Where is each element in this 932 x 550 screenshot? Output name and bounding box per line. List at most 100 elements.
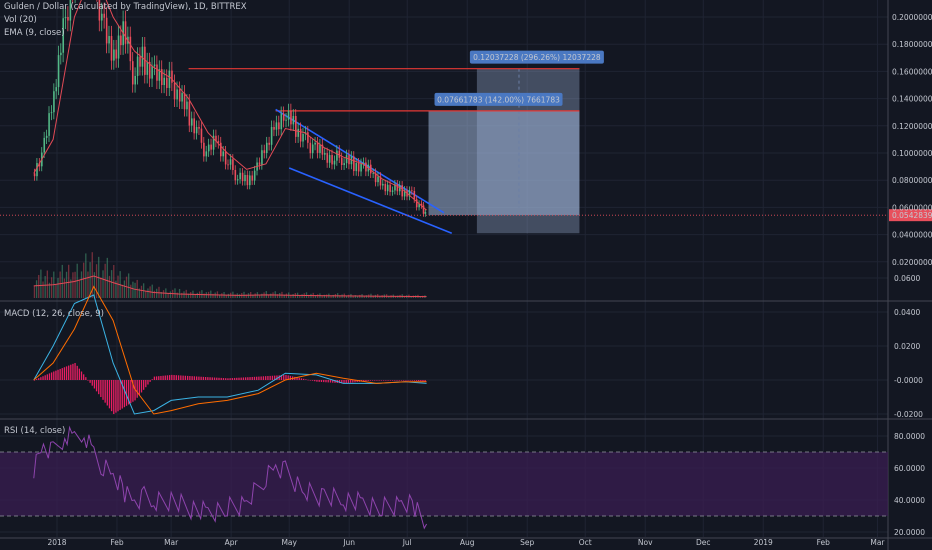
macd-histogram-bar [115, 380, 117, 413]
volume-ma-line [33, 275, 427, 298]
macd-tick-label: 0.0200 [894, 342, 920, 351]
volume-bar [221, 293, 223, 298]
macd-histogram-bar [125, 380, 128, 406]
macd-histogram-bar [323, 380, 325, 383]
macd-histogram-bar [309, 380, 311, 381]
candle-body [258, 162, 261, 165]
candle-body [168, 70, 171, 88]
candle-body [98, 0, 101, 21]
macd-histogram-bar [44, 375, 46, 380]
candle-body [200, 128, 203, 143]
volume-bar [93, 272, 96, 298]
volume-bar [183, 291, 185, 298]
projection-box [428, 110, 580, 216]
candle-body [50, 112, 53, 114]
time-axis-label: Apr [225, 538, 239, 547]
candle-body [309, 142, 312, 154]
volume-bar [196, 292, 199, 298]
candle-body [295, 116, 297, 137]
candle-body [117, 35, 120, 59]
candle-body [183, 93, 186, 110]
macd-histogram-bar [106, 380, 108, 406]
volume-bar [123, 280, 126, 298]
volume-bar [292, 294, 294, 298]
candle-body [328, 154, 331, 163]
candle-body [331, 154, 333, 165]
macd-histogram-bar [177, 375, 180, 380]
volume-bar [225, 294, 227, 298]
volume-bar [365, 295, 368, 298]
candle-body [67, 17, 69, 21]
macd-histogram-bar [83, 374, 85, 380]
candle-body [158, 69, 161, 81]
macd-histogram-bar [367, 380, 369, 381]
macd-histogram-bar [407, 380, 409, 381]
candle-body [220, 142, 222, 157]
volume-bar [40, 269, 42, 298]
macd-histogram-bar [352, 380, 354, 383]
macd-histogram-bar [296, 377, 298, 380]
volume-bar [115, 280, 117, 298]
candle-body [163, 77, 166, 85]
macd-histogram-bar [50, 372, 53, 380]
macd-histogram-bar [76, 365, 78, 380]
macd-histogram-bar [78, 368, 81, 380]
candle-body [280, 113, 283, 130]
macd-histogram-bar [166, 375, 169, 380]
candle-body [311, 144, 314, 154]
volume-bar [151, 284, 153, 298]
macd-histogram-bar [285, 374, 287, 380]
macd-line [33, 294, 427, 415]
candle-body [43, 137, 46, 153]
macd-histogram-bar [145, 380, 147, 388]
macd-histogram-bar [87, 380, 89, 381]
volume-bar [46, 270, 48, 298]
volume-bar [419, 296, 421, 298]
time-axis-label: Nov [638, 538, 653, 547]
macd-histogram-bar [303, 378, 305, 380]
macd-histogram-bar [347, 380, 350, 383]
candle-body [146, 61, 149, 75]
candle-body [232, 159, 234, 170]
candle-body [227, 164, 229, 166]
macd-histogram-bar [394, 380, 396, 381]
macd-histogram-bar [249, 377, 251, 380]
macd-histogram-bar [311, 380, 314, 381]
macd-histogram-bar [376, 380, 378, 381]
macd-histogram-bar [200, 376, 202, 380]
candle-body [244, 174, 246, 182]
macd-histogram-bar [151, 379, 153, 380]
macd-histogram-bar [121, 380, 123, 409]
candle-body [115, 49, 118, 59]
macd-histogram-bar [345, 380, 347, 384]
ema-line [33, 0, 427, 211]
macd-histogram-bar [95, 380, 98, 392]
macd-histogram-bar [283, 375, 285, 380]
candle-body [217, 141, 220, 143]
volume-bar [110, 270, 113, 298]
candle-body [33, 173, 36, 177]
volume-bar [48, 282, 51, 298]
macd-histogram-bar [382, 380, 385, 381]
volume-bar [104, 263, 106, 298]
volume-bar [136, 279, 138, 298]
candle-body [307, 132, 309, 143]
macd-histogram-bar [356, 380, 358, 383]
candle-body [105, 17, 108, 44]
volume-bar [187, 293, 190, 298]
time-axis-label: Mar [164, 538, 179, 547]
macd-histogram-bar [130, 380, 132, 404]
candle-body [234, 170, 237, 181]
candle-body [188, 101, 191, 126]
macd-histogram-bar [65, 366, 68, 380]
candle-body [316, 142, 319, 153]
volume-bar [125, 276, 128, 298]
candle-body [181, 93, 183, 102]
macd-histogram-bar [213, 377, 216, 380]
macd-histogram-bar [405, 380, 407, 381]
macd-histogram-bar [189, 376, 191, 380]
